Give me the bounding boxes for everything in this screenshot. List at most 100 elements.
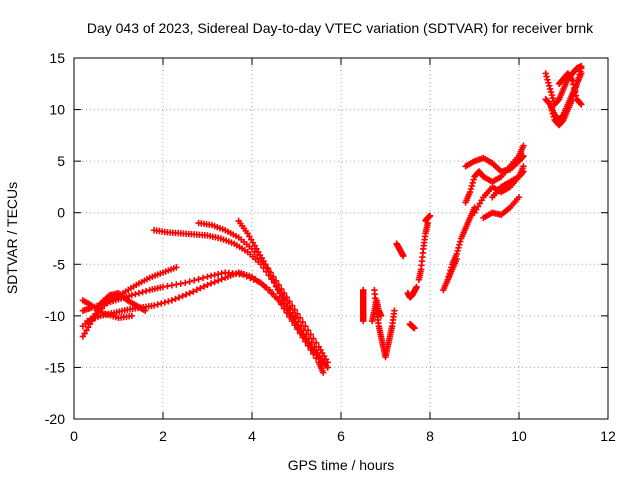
data-point xyxy=(467,185,475,193)
data-point xyxy=(296,314,304,322)
data-point xyxy=(520,168,527,175)
data-point xyxy=(546,101,554,108)
data-point xyxy=(549,95,557,102)
data-point xyxy=(193,286,201,294)
series-s9 xyxy=(360,286,367,325)
data-point xyxy=(302,322,309,330)
data-point xyxy=(142,287,150,295)
data-point xyxy=(276,290,283,297)
y-tick-label: 10 xyxy=(49,102,65,118)
grid-lines xyxy=(74,58,608,419)
data-point xyxy=(520,152,527,160)
data-point xyxy=(456,241,463,248)
data-point xyxy=(291,306,298,313)
data-point xyxy=(248,273,256,280)
y-tick-label: -20 xyxy=(45,411,65,427)
data-point xyxy=(158,300,165,307)
data-point xyxy=(545,79,552,86)
data-point xyxy=(173,281,180,288)
data-point xyxy=(299,318,306,326)
data-point xyxy=(377,312,385,320)
data-point xyxy=(263,264,271,272)
x-tick-label: 10 xyxy=(511,428,527,444)
data-point xyxy=(182,279,189,287)
data-point xyxy=(262,261,269,268)
data-point xyxy=(426,212,434,220)
data-point xyxy=(575,74,582,81)
data-point xyxy=(190,277,198,284)
chart-title: Day 043 of 2023, Sidereal Day-to-day VTE… xyxy=(87,20,594,36)
data-point xyxy=(519,153,526,161)
data-point xyxy=(270,290,277,298)
data-point xyxy=(466,188,474,196)
data-point xyxy=(90,314,97,321)
series-s7 xyxy=(79,289,149,340)
series-s20 xyxy=(462,152,527,175)
x-tick-label: 0 xyxy=(70,428,78,444)
data-point xyxy=(132,290,139,298)
data-point xyxy=(519,169,526,176)
data-point xyxy=(577,68,584,75)
data-point xyxy=(470,176,477,183)
data-point xyxy=(179,292,186,300)
data-point xyxy=(542,70,549,77)
data-point xyxy=(454,247,461,255)
series-s8 xyxy=(79,297,136,322)
data-point xyxy=(574,77,581,84)
y-tick-label: -10 xyxy=(45,308,65,324)
data-point xyxy=(267,272,274,279)
data-point xyxy=(218,275,225,283)
series-s14 xyxy=(406,320,418,332)
y-axis-label: SDTVAR / TECUs xyxy=(4,182,20,294)
data-point xyxy=(549,110,557,117)
axis-ticks: 0 2 4 6 8 10 12 -20 -15 -10 -5 0 5 10 15 xyxy=(45,50,616,444)
data-point xyxy=(211,271,218,279)
data-point xyxy=(469,179,476,187)
series-s1 xyxy=(79,269,327,376)
series-s10 xyxy=(371,286,398,361)
data-point xyxy=(307,331,314,338)
data-point xyxy=(214,270,222,278)
data-point xyxy=(457,238,464,245)
series-s24 xyxy=(542,63,585,108)
data-point xyxy=(578,65,585,72)
series-s4 xyxy=(150,227,327,366)
y-tick-label: -15 xyxy=(45,359,65,375)
y-tick-label: 0 xyxy=(57,205,65,221)
data-point xyxy=(154,301,161,308)
data-point xyxy=(150,302,158,309)
data-point xyxy=(204,281,211,289)
data-point xyxy=(546,85,554,93)
data-point xyxy=(265,268,273,275)
data-point xyxy=(252,276,259,283)
data-point xyxy=(320,369,327,376)
data-point xyxy=(259,281,266,288)
data-point xyxy=(283,294,290,301)
x-tick-label: 12 xyxy=(600,428,616,444)
series-s22 xyxy=(480,194,523,222)
data-point xyxy=(310,335,317,342)
x-tick-label: 4 xyxy=(248,428,256,444)
data-point xyxy=(128,292,136,299)
data-point xyxy=(186,278,193,285)
series-s6 xyxy=(235,217,331,371)
data-point xyxy=(135,289,143,297)
data-point xyxy=(278,285,285,293)
data-point xyxy=(164,282,171,290)
data-point xyxy=(543,73,550,80)
x-tick-label: 2 xyxy=(159,428,167,444)
series-s12 xyxy=(393,240,407,260)
series-s19 xyxy=(462,142,527,206)
series-s5 xyxy=(195,219,331,366)
data-point xyxy=(195,275,202,283)
series-s13 xyxy=(404,283,420,301)
data-point xyxy=(269,275,276,283)
data-point xyxy=(255,278,263,286)
data-point xyxy=(159,283,167,291)
data-point xyxy=(168,282,176,289)
data-point xyxy=(211,278,218,286)
data-point xyxy=(175,294,183,301)
data-point xyxy=(570,81,577,88)
data-point xyxy=(547,88,555,96)
data-point xyxy=(455,244,462,251)
